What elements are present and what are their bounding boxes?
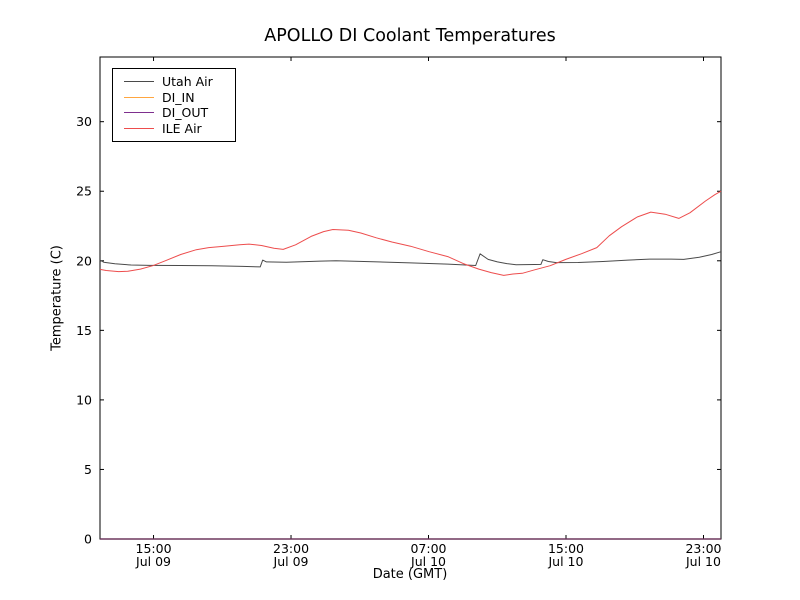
legend-line-swatch-di-out: [124, 112, 154, 114]
y-tick-label: 20: [76, 253, 92, 268]
y-tick-label: 15: [76, 323, 92, 338]
x-tick-label-time: 23:00: [685, 541, 721, 556]
x-tick-label-time: 15:00: [136, 541, 172, 556]
legend-label: ILE Air: [162, 120, 202, 136]
legend: Utah Air DI_IN DI_OUT ILE Air: [112, 68, 236, 142]
legend-line-swatch-ile-air: [124, 127, 154, 129]
x-tick-label-time: 23:00: [273, 541, 309, 556]
x-tick-label-time: 15:00: [548, 541, 584, 556]
y-tick-label: 30: [76, 114, 92, 129]
y-tick-label: 0: [84, 532, 92, 547]
x-tick-label-date: Jul 10: [410, 554, 446, 569]
y-tick-label: 25: [76, 184, 92, 199]
legend-label: Utah Air: [162, 74, 213, 90]
legend-item: DI_IN: [113, 90, 235, 106]
legend-line-swatch-utah-air: [124, 81, 154, 83]
y-axis-label: Temperature (C): [49, 245, 65, 351]
x-axis-label: Date (GMT): [372, 567, 448, 582]
legend-line-swatch-di-in: [124, 96, 154, 98]
x-tick-label-time: 07:00: [410, 541, 446, 556]
x-tick-label-date: Jul 10: [685, 554, 721, 569]
y-tick-label: 5: [84, 462, 92, 477]
x-tick-label-date: Jul 10: [548, 554, 584, 569]
series-line-ile-air: [99, 190, 722, 276]
series-line-utah-air: [99, 251, 722, 268]
legend-item: DI_OUT: [113, 105, 235, 121]
legend-item: ILE Air: [113, 121, 235, 137]
y-tick-label: 10: [76, 392, 92, 407]
x-tick-label-date: Jul 09: [135, 554, 171, 569]
legend-item: Utah Air: [113, 74, 235, 90]
legend-label: DI_OUT: [162, 105, 209, 121]
chart-title: APOLLO DI Coolant Temperatures: [264, 26, 556, 46]
x-tick-label-date: Jul 09: [273, 554, 309, 569]
legend-label: DI_IN: [162, 89, 195, 105]
